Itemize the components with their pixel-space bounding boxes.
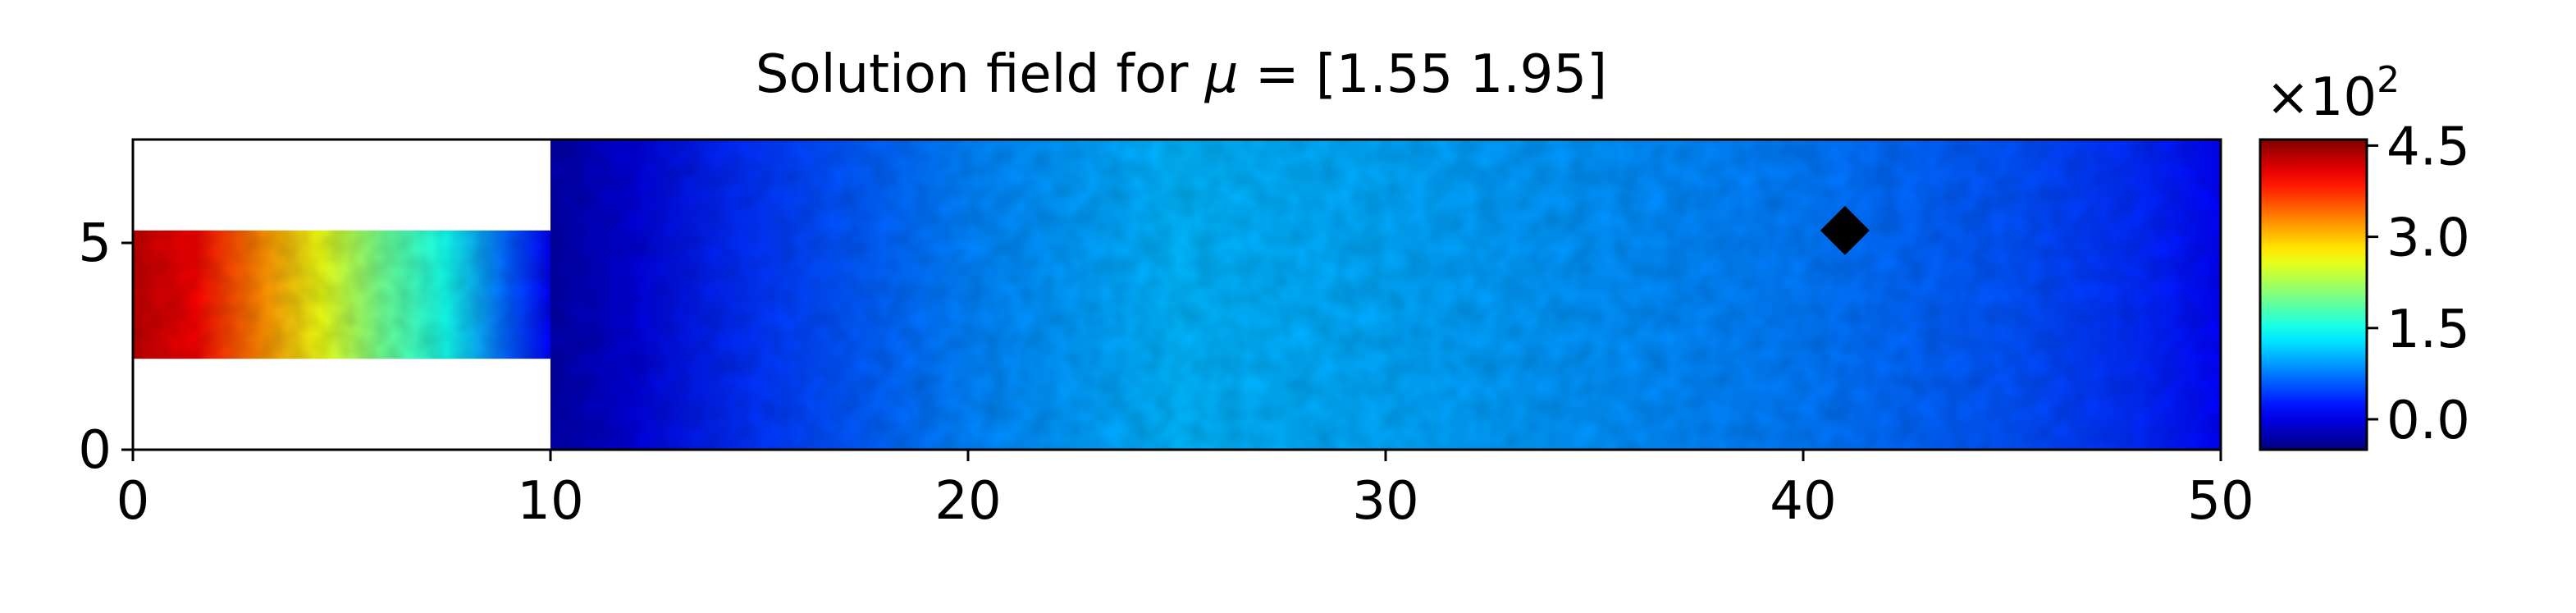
colorbar: 0.0 1.5 3.0 4.5 ×102 xyxy=(2259,59,2470,451)
x-tick-label: 30 xyxy=(1352,471,1418,532)
x-axis-ticks: 0 10 20 30 40 50 xyxy=(116,450,2254,532)
colorbar-scale xyxy=(2259,138,2368,451)
inlet-channel-region-texture xyxy=(133,230,550,359)
solution-field xyxy=(133,140,2221,450)
main-chamber-region-texture xyxy=(550,140,2221,450)
plot-axes xyxy=(131,138,2222,451)
x-tick-label: 50 xyxy=(2187,471,2254,532)
y-axis-ticks: 05 xyxy=(78,213,133,481)
probe-marker xyxy=(1820,205,1870,255)
y-tick-label: 0 xyxy=(78,420,112,481)
colorbar-tick-label: 0.0 xyxy=(2386,391,2470,451)
axes-frame xyxy=(131,138,2222,451)
x-tick-label: 0 xyxy=(116,471,150,532)
colorbar-tick-label: 3.0 xyxy=(2386,208,2470,269)
x-tick-label: 40 xyxy=(1770,471,1836,532)
y-tick-label: 5 xyxy=(78,213,112,274)
colorbar-multiplier: ×102 xyxy=(2266,59,2400,128)
colorbar-tick-label: 4.5 xyxy=(2386,117,2470,177)
marker-layer xyxy=(1820,205,1870,255)
chart-title: Solution field for μ = [1.55 1.95] xyxy=(756,44,1607,105)
colorbar-tick-label: 1.5 xyxy=(2386,300,2470,360)
colorbar-ticks: 0.0 1.5 3.0 4.5 xyxy=(2367,117,2470,451)
x-tick-label: 20 xyxy=(934,471,1001,532)
x-tick-label: 10 xyxy=(517,471,583,532)
